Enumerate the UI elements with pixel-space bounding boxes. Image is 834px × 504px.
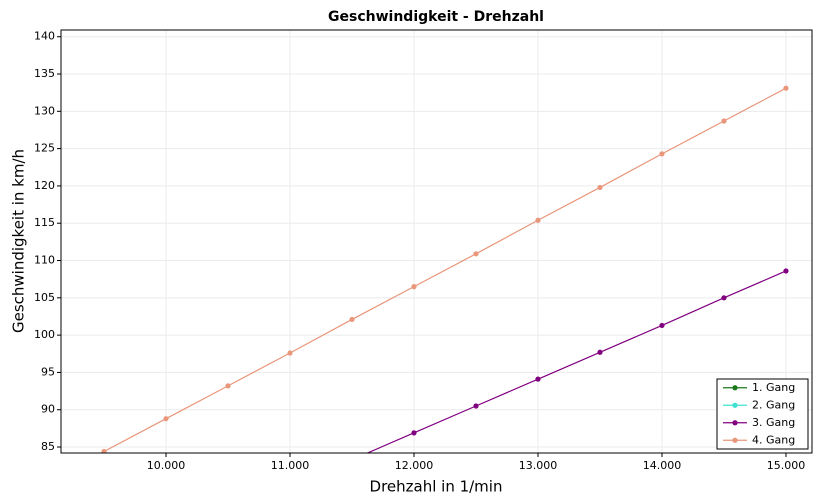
legend: 1. Gang 2. Gang 3. Gang 4. Gang xyxy=(716,378,809,450)
y-axis-title: Geschwindigkeit in km/h xyxy=(10,149,28,333)
data-point xyxy=(225,383,231,389)
legend-marker xyxy=(732,402,738,408)
legend-box xyxy=(716,378,809,450)
chart-title: Geschwindigkeit - Drehzahl xyxy=(328,9,544,25)
series-line xyxy=(365,270,787,453)
grid xyxy=(61,30,812,453)
data-point xyxy=(411,284,417,290)
y-tick-label: 130 xyxy=(34,104,55,117)
y-tick-label: 90 xyxy=(41,403,55,416)
legend-label: 4. Gang xyxy=(752,433,795,446)
data-point xyxy=(597,349,603,355)
legend-marker xyxy=(732,420,738,426)
legend-label: 3. Gang xyxy=(752,416,795,429)
x-tick-label: 15.000 xyxy=(767,459,806,472)
data-point xyxy=(783,268,789,274)
x-tick-label: 14.000 xyxy=(643,459,682,472)
x-tick-label: 10.000 xyxy=(147,459,186,472)
data-point xyxy=(597,184,603,191)
y-tick-label: 140 xyxy=(34,30,55,43)
data-point xyxy=(473,251,479,257)
legend-marker xyxy=(732,437,738,443)
data-point xyxy=(783,85,789,91)
x-tick-label: 11.000 xyxy=(271,459,310,472)
data-point xyxy=(411,430,417,436)
legend-marker xyxy=(732,385,738,391)
y-tick-label: 135 xyxy=(34,67,55,80)
data-point xyxy=(287,350,293,356)
y-tick-label: 105 xyxy=(34,291,55,304)
data-point xyxy=(535,376,541,382)
x-tick-label: 13.000 xyxy=(519,459,558,472)
data-point xyxy=(349,457,354,462)
y-tick-label: 95 xyxy=(41,365,55,378)
y-tick-label: 85 xyxy=(41,440,55,453)
x-axis-title: Drehzahl in 1/min xyxy=(370,478,503,496)
data-point xyxy=(163,416,169,422)
y-tick-label: 110 xyxy=(34,254,55,267)
y-tick-label: 100 xyxy=(34,328,55,341)
plot-frame xyxy=(60,29,813,454)
plot-area xyxy=(101,85,789,462)
data-point xyxy=(349,316,355,323)
data-point xyxy=(721,118,727,124)
data-point xyxy=(535,217,541,223)
legend-label: 2. Gang xyxy=(752,398,795,411)
series-line xyxy=(103,87,787,453)
y-tick-label: 115 xyxy=(34,216,55,229)
data-point xyxy=(659,151,665,157)
x-tick-label: 12.000 xyxy=(395,459,434,472)
y-tick-label: 120 xyxy=(34,179,55,192)
y-tick-label: 125 xyxy=(34,142,55,155)
data-point xyxy=(473,403,479,409)
data-point xyxy=(101,448,107,453)
legend-label: 1. Gang xyxy=(752,381,795,394)
data-point xyxy=(721,295,727,301)
data-point xyxy=(659,322,665,329)
